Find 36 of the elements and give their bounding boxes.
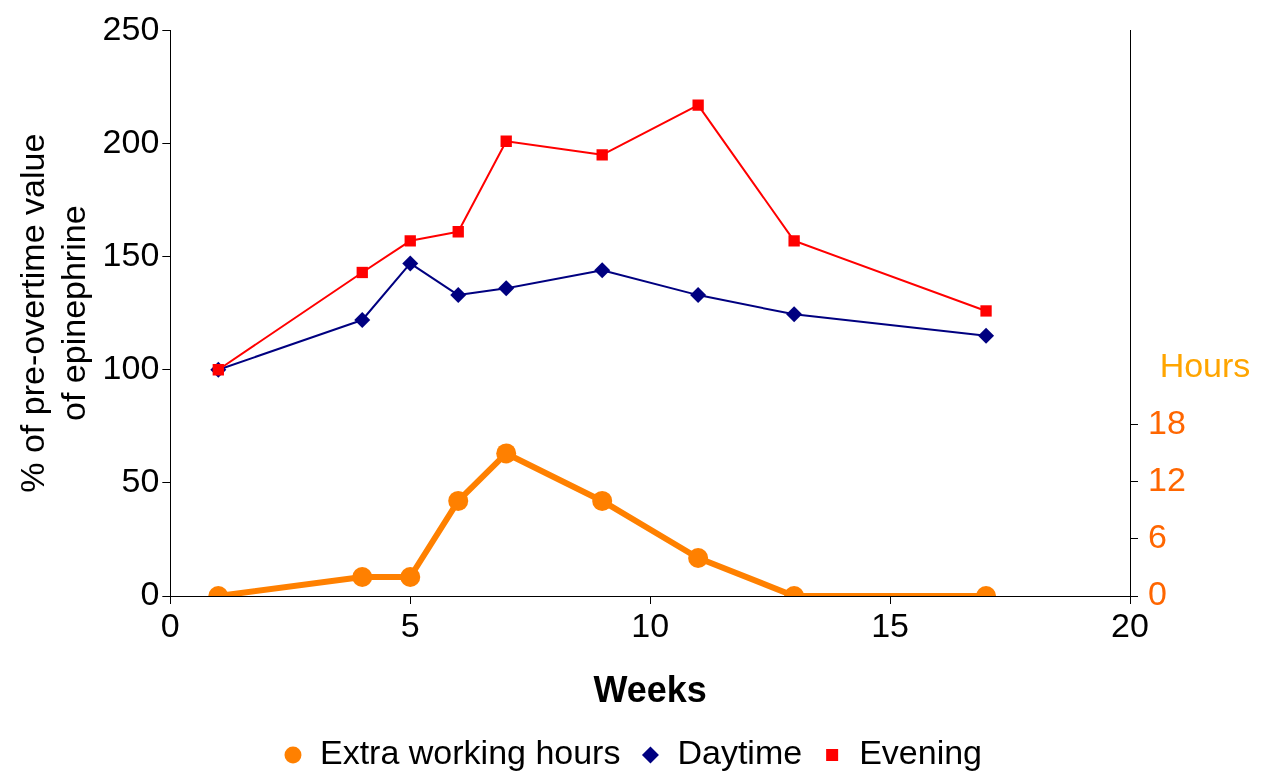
x-tick-label: 20: [1111, 605, 1149, 644]
y-tick-label: 150: [102, 235, 160, 274]
point: [692, 99, 704, 111]
y2-tick-label: 12: [1148, 460, 1186, 499]
legend-label: Extra working hours: [319, 733, 621, 772]
point: [356, 266, 368, 279]
y2-tick-label: 6: [1148, 517, 1167, 556]
y-tick-label: 100: [102, 348, 160, 387]
point: [404, 235, 416, 247]
x-tick-label: 5: [400, 605, 420, 644]
x-tick-label: 15: [871, 605, 909, 644]
y2-axis-title: Hours: [1159, 346, 1251, 385]
point: [498, 280, 515, 297]
point: [354, 311, 371, 328]
point: [500, 135, 512, 147]
y2-tick-label: 18: [1148, 403, 1186, 442]
point: [788, 235, 800, 247]
point: [594, 262, 611, 279]
y-tick-label: 200: [102, 121, 160, 160]
point: [690, 287, 707, 304]
x-axis-title: Weeks: [593, 669, 707, 711]
y-tick-label: 50: [121, 461, 160, 500]
point: [450, 287, 467, 304]
y-axis-title: % of pre-overtime value of epinephrine: [12, 133, 92, 493]
point: [980, 305, 992, 317]
point: [786, 306, 803, 323]
point: [978, 327, 995, 344]
point: [452, 226, 464, 238]
y2-tick-label: 0: [1148, 574, 1167, 613]
y-tick-label: 0: [140, 574, 160, 613]
legend-label: Daytime: [677, 733, 803, 772]
legend-label: Evening: [859, 733, 983, 772]
y-tick-label: 250: [102, 8, 160, 47]
point: [402, 255, 419, 272]
point: [596, 149, 608, 161]
x-tick-label: 10: [631, 605, 670, 644]
